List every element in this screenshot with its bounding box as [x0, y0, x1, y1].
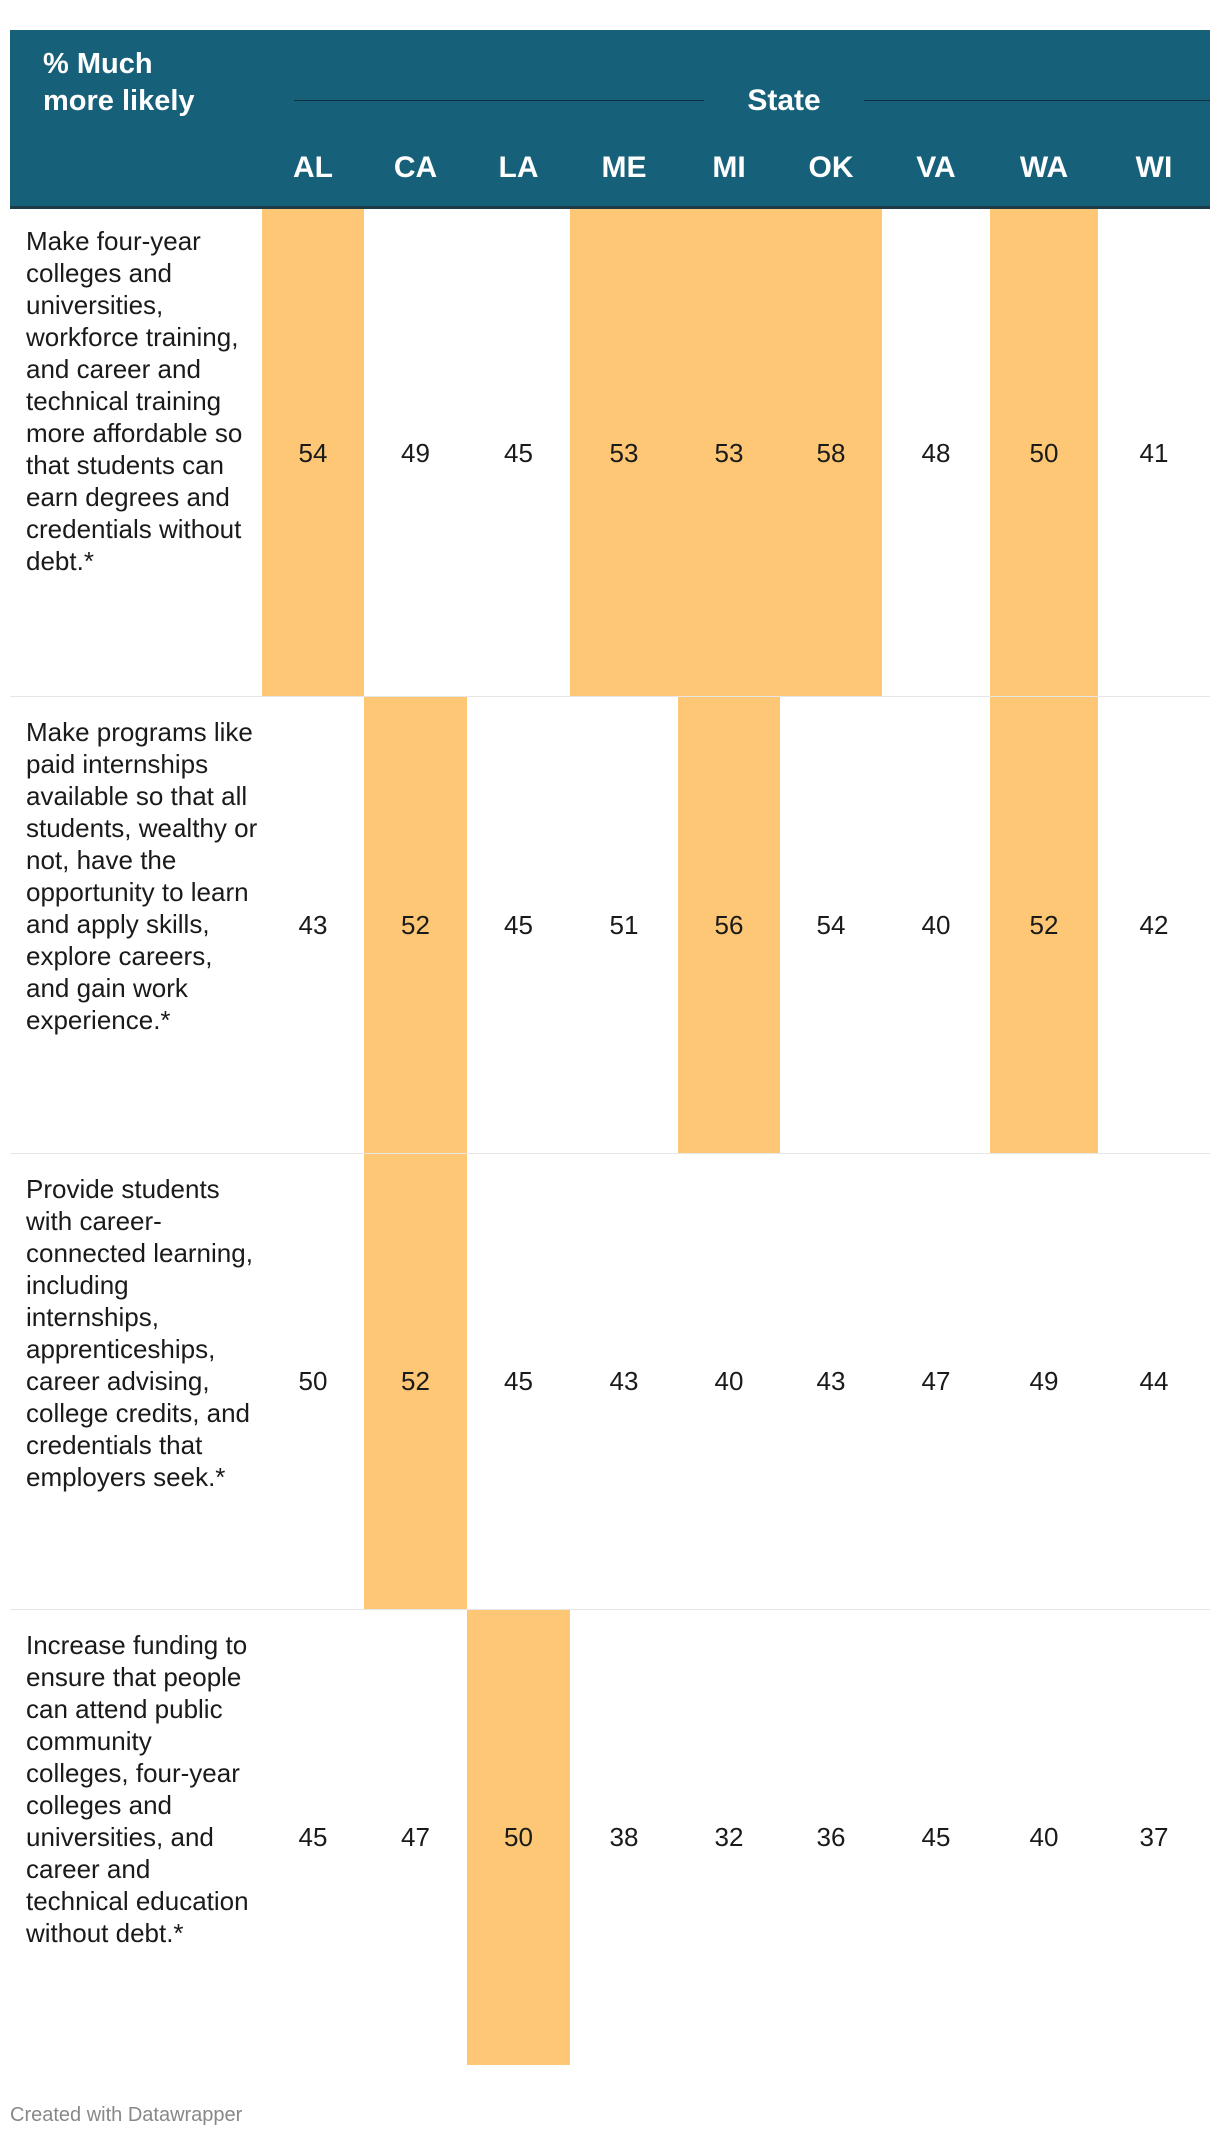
data-cell: 52 — [401, 1366, 430, 1396]
data-cell: 41 — [1139, 437, 1169, 468]
data-cell: 32 — [714, 1822, 744, 1852]
data-cell: 38 — [609, 1822, 639, 1852]
row-label: Make four-year colleges and universities… — [26, 226, 243, 576]
table-header: % Much more likely State AL CA LA ME MI OK VA W… — [10, 30, 1210, 209]
data-cell: 42 — [1139, 909, 1169, 940]
data-cell: 47 — [921, 1366, 951, 1396]
data-cell: 45 — [504, 1366, 533, 1396]
column-header-me: ME — [601, 151, 647, 184]
highlight-cell — [262, 209, 364, 696]
highlight-cell — [780, 209, 882, 696]
footer-credit: Created with Datawrapper — [10, 2104, 243, 2126]
data-cell: 43 — [816, 1366, 846, 1396]
data-cell: 40 — [921, 909, 951, 940]
data-cell: 45 — [298, 1822, 328, 1852]
data-cell: 49 — [1029, 1366, 1059, 1396]
row-label: Provide students with career-connected l… — [26, 1174, 253, 1492]
column-header-la: LA — [498, 151, 539, 184]
column-header-wa: WA — [1019, 151, 1069, 184]
data-cell: 49 — [401, 437, 430, 468]
data-cell: 36 — [816, 1822, 846, 1852]
data-cell: 53 — [714, 437, 744, 468]
column-header-wi: WI — [1135, 151, 1173, 184]
column-header-ok: OK — [808, 151, 854, 184]
data-cell: 50 — [504, 1822, 533, 1852]
row-separator — [10, 1609, 1210, 1610]
data-cell: 52 — [1029, 909, 1059, 940]
data-cell: 50 — [298, 1366, 328, 1396]
column-header-al: AL — [293, 151, 333, 184]
group-label: State — [704, 81, 864, 121]
data-cell: 58 — [816, 437, 846, 468]
data-cell: 45 — [504, 909, 533, 940]
highlight-cell — [990, 209, 1098, 696]
table-body: Make four-year colleges and universities… — [10, 209, 1210, 2072]
data-cell: 56 — [714, 909, 744, 940]
row-separator — [10, 696, 1210, 697]
highlight-cell — [467, 1609, 570, 2065]
highlight-cell — [364, 1153, 467, 1609]
highlight-cell — [678, 209, 780, 696]
corner-label: % Much more likely — [43, 48, 195, 117]
data-cell: 45 — [921, 1822, 951, 1852]
data-cell: 48 — [921, 437, 951, 468]
column-header-va: VA — [916, 151, 956, 184]
row-separator — [10, 1153, 1210, 1154]
data-cell: 54 — [816, 909, 846, 940]
highlight-cell — [570, 209, 678, 696]
column-header-mi: MI — [712, 151, 746, 184]
data-cell: 43 — [609, 1366, 639, 1396]
data-cell: 50 — [1029, 437, 1059, 468]
data-cell: 53 — [609, 437, 639, 468]
data-cell: 45 — [504, 437, 533, 468]
data-cell: 44 — [1139, 1366, 1169, 1396]
data-table: % Much more likely State AL CA LA ME MI OK VA W… — [10, 30, 1210, 2072]
data-cell: 40 — [1029, 1822, 1059, 1852]
highlight-cell — [678, 696, 780, 1153]
data-cell: 37 — [1139, 1822, 1169, 1852]
row-label: Make programs like paid internships avai… — [26, 717, 258, 1035]
data-cell: 54 — [298, 437, 328, 468]
data-cell: 47 — [401, 1822, 430, 1852]
column-header-ca: CA — [393, 151, 438, 184]
data-cell: 51 — [609, 909, 639, 940]
data-cell: 40 — [714, 1366, 744, 1396]
highlight-cell — [364, 696, 467, 1153]
data-cell: 43 — [298, 909, 328, 940]
data-cell: 52 — [401, 909, 430, 940]
row-label: Increase funding to ensure that people c… — [26, 1630, 249, 1948]
highlight-cell — [990, 696, 1098, 1153]
